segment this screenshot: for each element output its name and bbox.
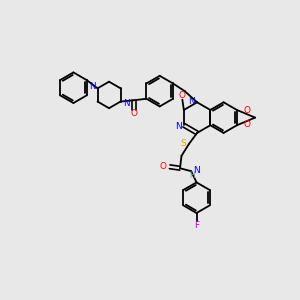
Text: N: N (89, 82, 95, 91)
Text: H: H (189, 170, 195, 179)
Text: O: O (130, 109, 138, 118)
Text: O: O (244, 106, 251, 115)
Text: N: N (188, 97, 195, 106)
Text: N: N (175, 122, 182, 131)
Text: F: F (194, 221, 199, 230)
Text: O: O (159, 162, 166, 171)
Text: N: N (193, 166, 200, 175)
Text: S: S (181, 139, 187, 148)
Text: O: O (179, 91, 186, 100)
Text: N: N (123, 98, 129, 107)
Text: O: O (244, 120, 251, 129)
